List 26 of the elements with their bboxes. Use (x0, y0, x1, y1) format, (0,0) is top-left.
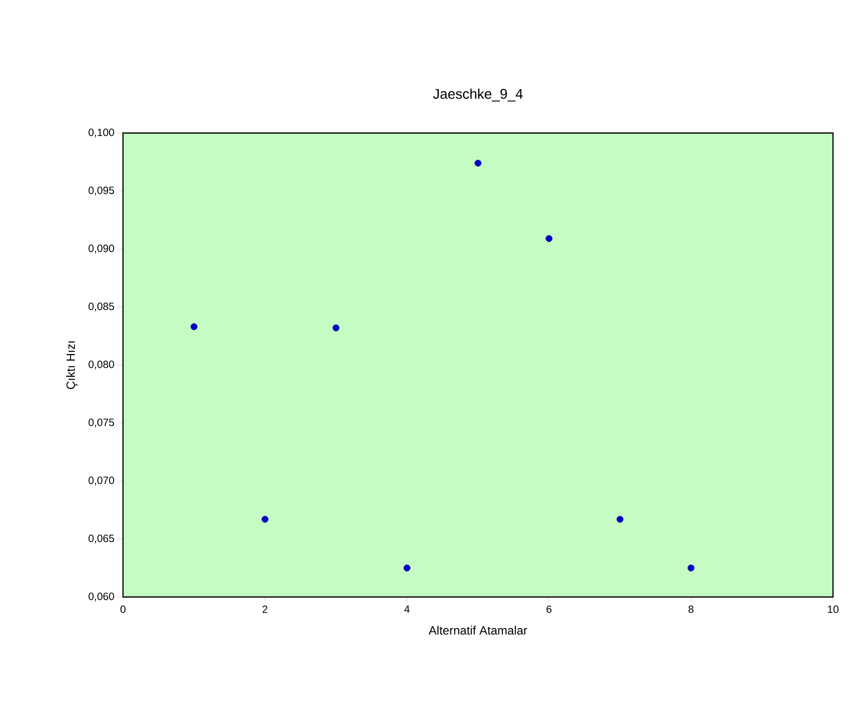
y-tick-label: 0,065 (88, 534, 114, 544)
point (688, 564, 694, 572)
x-tick-label: 10 (828, 606, 838, 613)
y-tick-label: 0,080 (88, 360, 114, 370)
y-tick-label: 0,070 (88, 476, 114, 486)
y-tick-label: 0,095 (88, 186, 114, 196)
point (404, 564, 410, 572)
point (262, 516, 268, 523)
point (474, 160, 482, 167)
x-tick-label: 6 (546, 606, 552, 613)
x-axis-title: Alternatif Atamalar (428, 626, 528, 635)
y-axis-title: Çıktı Hızı (66, 341, 78, 390)
point (190, 323, 198, 330)
x-tick-label: 4 (404, 606, 410, 613)
point (546, 235, 552, 242)
y-tick-label: 0,075 (88, 418, 114, 428)
chart-title: Jaeschke_9_4 (433, 88, 523, 102)
x-tick-label: 2 (262, 606, 268, 613)
point (616, 516, 624, 523)
x-tick-label: 8 (688, 606, 694, 613)
x-tick-label: 0 (120, 606, 126, 613)
y-tick-label: 0,100 (88, 128, 114, 138)
y-tick-label: 0,085 (88, 302, 114, 312)
y-tick-label: 0,060 (88, 592, 114, 602)
point (332, 324, 340, 332)
y-tick-label: 0,090 (88, 244, 114, 254)
